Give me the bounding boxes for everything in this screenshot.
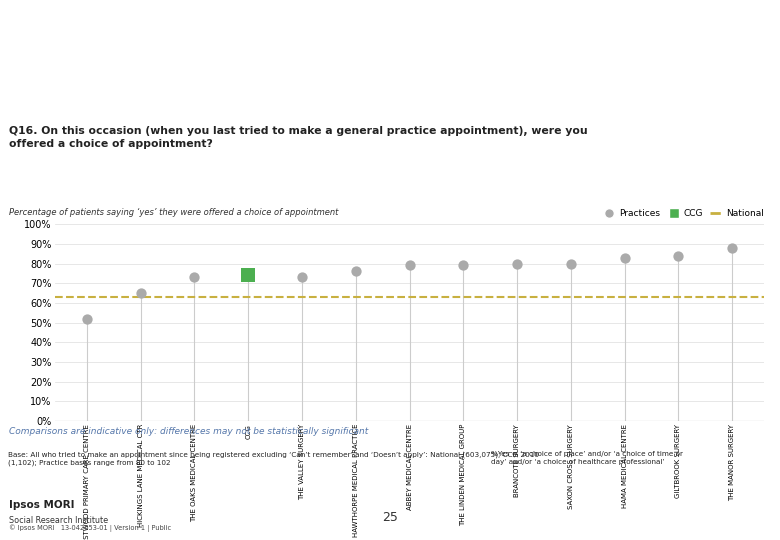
Text: Choice of appointment:: Choice of appointment:: [9, 26, 285, 46]
Point: [511, 259, 523, 268]
Text: Q16. On this occasion (when you last tried to make a general practice appointmen: Q16. On this occasion (when you last tri…: [9, 126, 588, 149]
Point: [403, 261, 416, 270]
Text: Social Research Institute: Social Research Institute: [9, 516, 108, 525]
Text: how the CCG’s practices compare: how the CCG’s practices compare: [9, 69, 404, 89]
Point: [565, 259, 577, 268]
Point: [242, 271, 254, 280]
Legend: Practices, CCG, National: Practices, CCG, National: [599, 206, 768, 222]
Text: Base: All who tried to make an appointment since being registered excluding ‘Can: Base: All who tried to make an appointme…: [8, 451, 539, 466]
Point: [349, 267, 362, 276]
Point: [672, 251, 685, 260]
Text: Percentage of patients saying ‘yes’ they were offered a choice of appointment: Percentage of patients saying ‘yes’ they…: [9, 208, 339, 217]
Point: [188, 273, 200, 282]
Point: [726, 244, 739, 252]
Text: Comparisons are indicative only: differences may not be statistically significan: Comparisons are indicative only: differe…: [9, 427, 369, 436]
Point: [134, 289, 147, 298]
Point: [296, 273, 308, 282]
Text: Ipsos MORI: Ipsos MORI: [9, 500, 75, 510]
Text: 25: 25: [382, 510, 398, 524]
Point: [457, 261, 470, 270]
Text: %Yes = ‘a choice of place’ and/or ‘a choice of time or
day’ and/or ‘a choice of : %Yes = ‘a choice of place’ and/or ‘a cho…: [491, 451, 683, 465]
Text: © Ipsos MORI   13-042653-01 | Version 1 | Public: © Ipsos MORI 13-042653-01 | Version 1 | …: [9, 524, 172, 532]
Point: [80, 314, 93, 323]
Point: [619, 253, 631, 262]
